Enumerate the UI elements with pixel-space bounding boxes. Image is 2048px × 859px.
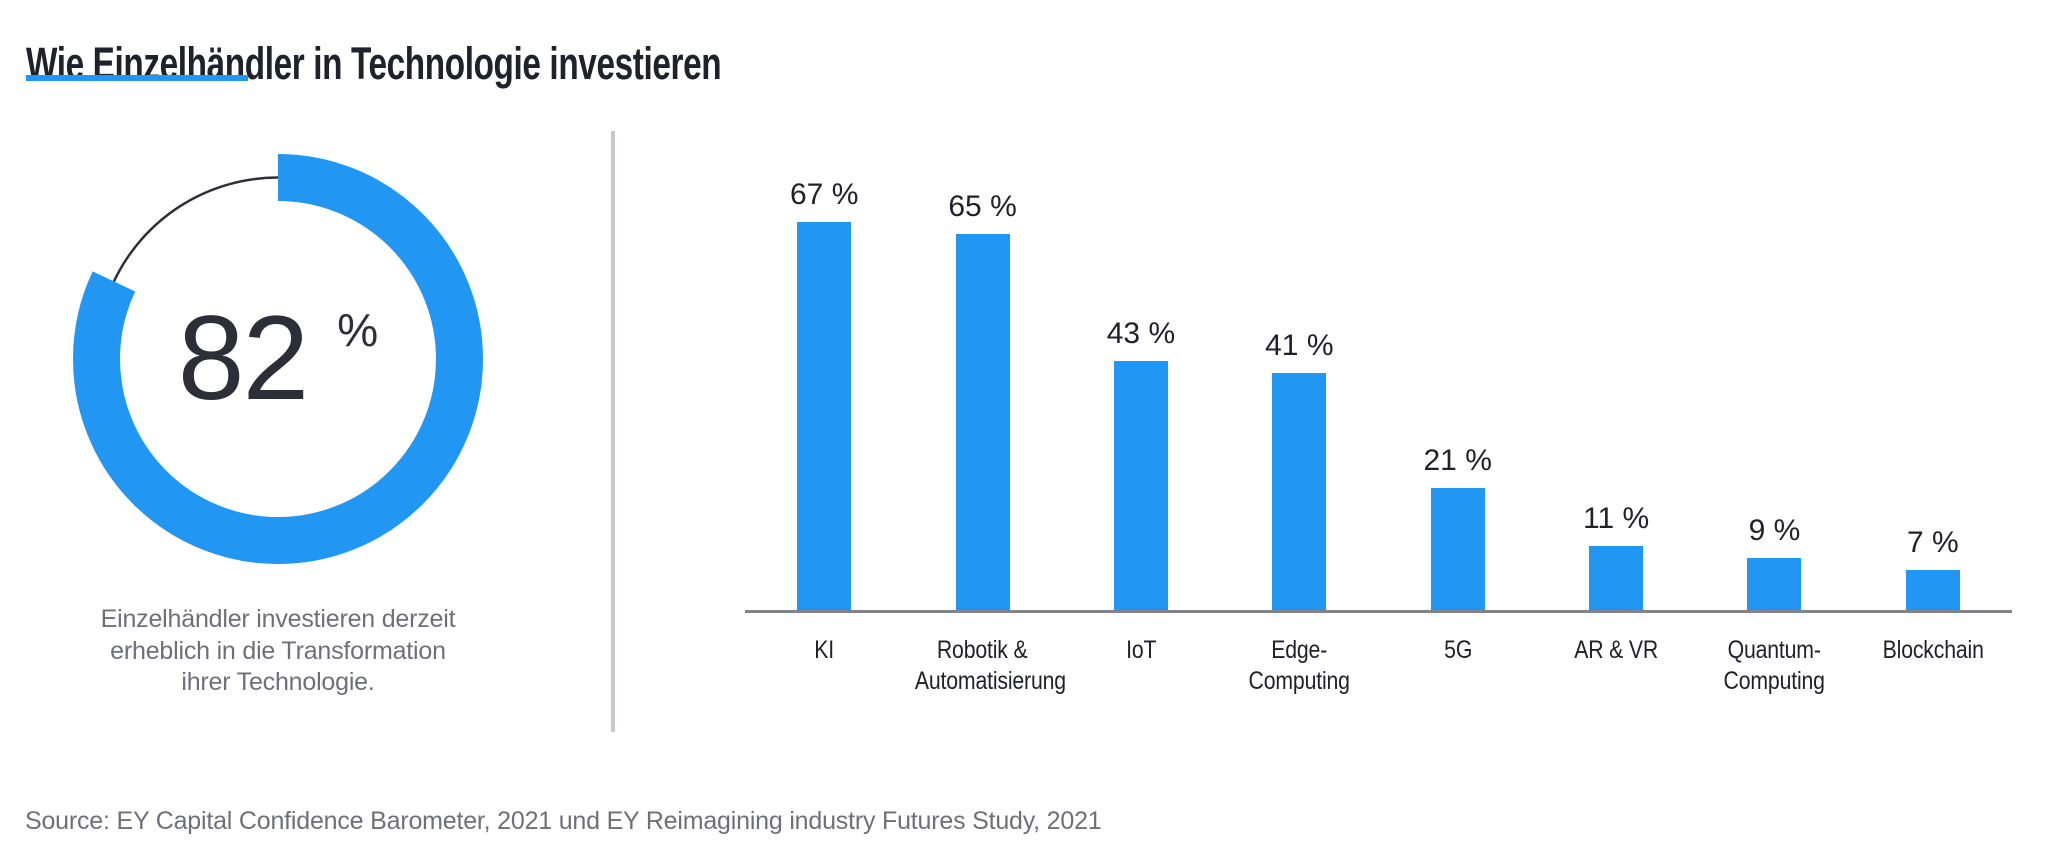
donut-caption: Einzelhändler investieren derzeit erhebl… <box>100 605 456 696</box>
bar-value-label: 65 % <box>948 189 1017 223</box>
bar-value-label: 67 % <box>789 178 859 212</box>
bar-column: 9 % Quantum- Computing <box>1695 150 1853 695</box>
bar <box>1747 557 1802 610</box>
bar <box>1113 361 1168 610</box>
donut-center-label: 82% <box>68 298 488 418</box>
donut-chart <box>73 154 483 564</box>
donut-value: 82 <box>177 291 309 425</box>
bar-value-label: 7 % <box>1906 525 1959 559</box>
panel-divider <box>611 131 615 732</box>
bar-category-label: IoT <box>1125 636 1157 664</box>
page-title: Wie Einzelhändler in Technologie investi… <box>26 38 722 90</box>
source-note: Source: EY Capital Confidence Barometer,… <box>25 807 1102 835</box>
bar-category-label: 5G <box>1443 636 1472 664</box>
bar-column: 7 % Blockchain <box>1854 150 2012 664</box>
bar <box>1905 569 1960 610</box>
bar <box>797 222 852 610</box>
donut-percent-sign: % <box>337 304 379 356</box>
bar-column: 41 % Edge-Computing <box>1220 150 1378 695</box>
bar <box>1589 546 1644 610</box>
bar-value-label: 11 % <box>1582 502 1650 536</box>
bar-category-label: KI <box>814 636 835 664</box>
bar-value-label: 41 % <box>1265 328 1334 362</box>
donut-arc-filled <box>73 154 483 564</box>
bar-category-label: Robotik & Automatisierung <box>915 636 1067 695</box>
bar <box>955 233 1010 610</box>
title-underline-accent <box>26 75 248 81</box>
bar-axis-line <box>745 610 2012 613</box>
bar-category-label: Blockchain <box>1882 636 1984 664</box>
bar-column: 11 % AR & VR <box>1537 150 1695 664</box>
bar-column: 65 % Robotik & Automatisierung <box>903 150 1066 695</box>
bar <box>1430 488 1485 610</box>
bar-chart: 67 % KI 65 % Robotik & Automatisierung 43 % I… <box>745 150 2012 695</box>
bar-category-label: AR & VR <box>1574 636 1658 664</box>
bar-category-label: Quantum- Computing <box>1723 636 1826 695</box>
bar-category-label: Edge-Computing <box>1248 636 1350 695</box>
bar <box>1272 372 1327 610</box>
bar-value-label: 9 % <box>1748 513 1801 547</box>
bar-value-label: 21 % <box>1423 444 1492 478</box>
bar-value-label: 43 % <box>1106 317 1176 351</box>
bar-column: 43 % IoT <box>1062 150 1220 664</box>
bar-column: 67 % KI <box>745 150 903 664</box>
bar-column: 21 % 5G <box>1379 150 1537 664</box>
